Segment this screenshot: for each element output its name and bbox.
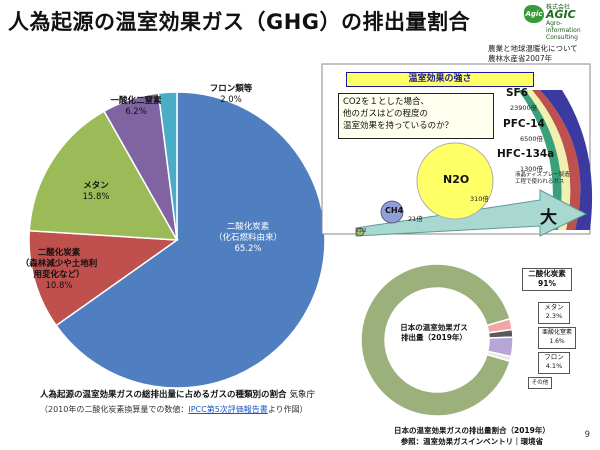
jp-slice-co2 (360, 263, 511, 417)
company-logo: Agic 株式会社 AGIC Agro-information Consulti… (524, 4, 592, 41)
ch4-label: CH4 (385, 206, 404, 215)
slice-freon (157, 91, 178, 241)
logo-mark: Agic (524, 5, 544, 23)
jp-slice-other (486, 350, 513, 363)
label-co2-fossil: 二酸化炭素 （化石燃料由来） 65.2% (213, 222, 282, 254)
main-pie-note: （2010年の二酸化炭素換算量での数値：IPCC第5次評価報告書より作図） (40, 405, 308, 414)
main-pie-caption: 人為起源の温室効果ガスの総排出量に占めるガスの種類別の割合 気象庁 (40, 390, 315, 400)
hfc-label: HFC-134a (497, 148, 555, 160)
label-co2-land: 二酸化炭素 （森林減少や土地利 用変化など） 10.8% (20, 248, 98, 291)
jp-pie-caption: 日本の温室効果ガスの排出量割合（2019年） 参照：温室効果ガスインベントリ｜環… (394, 426, 550, 446)
n2o-circle (416, 142, 494, 220)
label-freon: フロン類等 2.0% (209, 84, 253, 105)
ipcc-report-link[interactable]: IPCC第5次評価報告書 (188, 405, 268, 414)
page-title: 人為起源の温室効果ガス（GHG）の排出量割合 (8, 10, 471, 34)
jp-n2o-box: 亜酸化窒素 1.6% (538, 327, 576, 349)
n2o-value: 310倍 (470, 195, 489, 203)
sf6-label: SF6 (506, 87, 529, 99)
arc-sf6 (540, 90, 593, 230)
co2-circle (355, 227, 365, 237)
source-note-top: 農業と地球温暖化について 農林水産省2007年 (488, 44, 578, 63)
jp-co2-box: 二酸化炭素 91% (522, 268, 572, 291)
ch4-circle (380, 200, 404, 224)
label-n2o: 一酸化二窒素 6.2% (110, 96, 162, 117)
page-number: 9 (584, 430, 590, 440)
slice-co2-fossil (55, 91, 326, 389)
jp-freon-box: フロン 4.1% (538, 352, 570, 374)
pfc-value: 6500倍 (520, 135, 544, 143)
ch4-value: 21倍 (408, 215, 423, 223)
panel-title: 温室効果の強さ (346, 72, 534, 87)
co2-label: CO2 (356, 228, 367, 234)
logo-text: 株式会社 AGIC Agro-information Consulting (546, 4, 581, 41)
jp-pie-center: 日本の温室効果ガス 排出量（2019年） (400, 323, 468, 342)
pfc-label: PFC-14 (503, 118, 545, 130)
slice-methane (28, 110, 179, 241)
jp-methane-box: メタン 2.3% (538, 302, 570, 324)
question-box: CO2を１とした場合、 他のガスはどの程度の 温室効果を持っているのか？ (338, 93, 494, 139)
n2o-label: N2O (443, 173, 470, 186)
sf6-value: 23900倍 (510, 104, 538, 112)
slice-co2-land (28, 229, 180, 327)
jp-other-box: その他 (528, 377, 552, 389)
hfc-note: 液晶ディスプレー製造 工程で使われるガス (515, 172, 570, 185)
label-methane: メタン 15.8% (82, 181, 110, 202)
hfc-value: 1300倍 (520, 165, 544, 173)
big-label: 大 (540, 208, 557, 228)
